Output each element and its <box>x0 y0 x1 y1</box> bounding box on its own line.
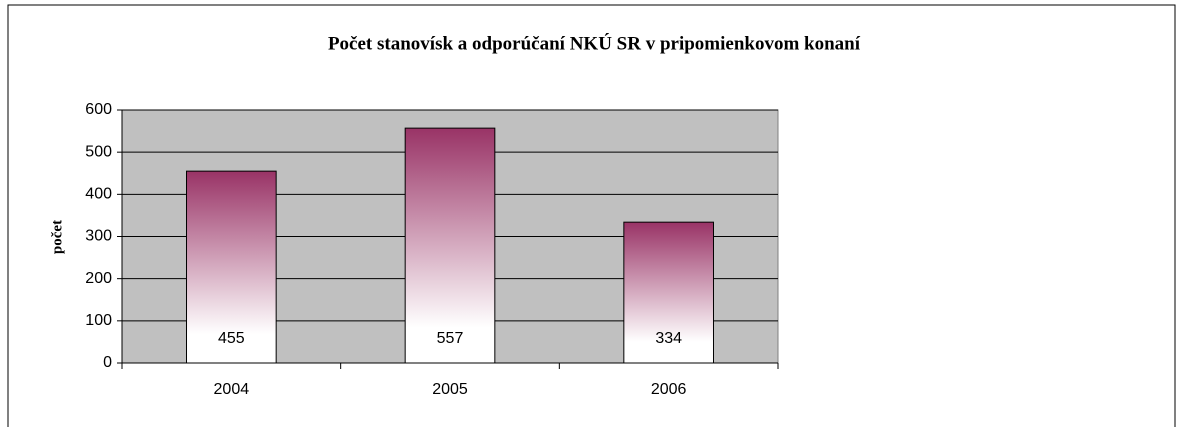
x-tick-label: 2005 <box>432 381 468 398</box>
y-tick-label: 300 <box>85 228 112 245</box>
bar <box>623 221 714 364</box>
y-tick-label: 200 <box>85 270 112 287</box>
x-tick-label: 2004 <box>214 381 250 398</box>
x-tick-label: 2006 <box>651 381 687 398</box>
y-tick-label: 400 <box>85 186 112 203</box>
value-label: 557 <box>437 330 464 347</box>
value-label: 334 <box>655 330 682 347</box>
y-tick-label: 600 <box>85 101 112 118</box>
y-tick-label: 500 <box>85 143 112 160</box>
y-tick-label: 0 <box>103 354 112 371</box>
bar <box>404 127 496 364</box>
y-tick-label: 100 <box>85 312 112 329</box>
chart-title: Počet stanovísk a odporúčaní NKÚ SR v pr… <box>328 32 861 54</box>
y-axis-label: počet <box>49 220 65 254</box>
bar <box>186 170 277 364</box>
value-label: 455 <box>218 330 245 347</box>
frame <box>7 4 1176 427</box>
